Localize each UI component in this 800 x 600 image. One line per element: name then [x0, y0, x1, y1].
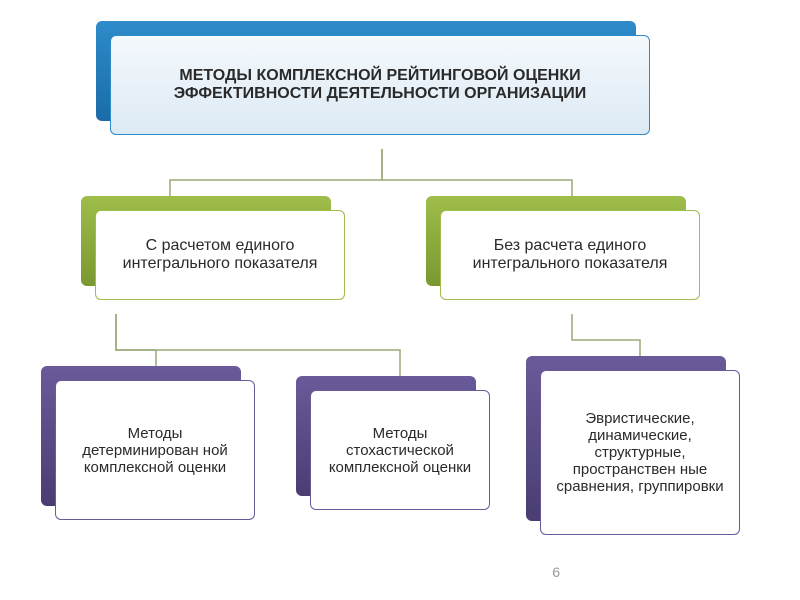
with-calc-text: С расчетом единого интегрального показат…	[110, 237, 330, 273]
stochastic-box: Методы стохастической комплексной оценки	[310, 390, 490, 510]
without-calc-box: Без расчета единого интегрального показа…	[440, 210, 700, 300]
root-node-text: МЕТОДЫ КОМПЛЕКСНОЙ РЕЙТИНГОВОЙ ОЦЕНКИ ЭФ…	[125, 67, 635, 103]
heuristic-node: Эвристические, динамические, структурные…	[526, 356, 740, 535]
without-calc-node: Без расчета единого интегрального показа…	[426, 196, 700, 300]
without-calc-text: Без расчета единого интегрального показа…	[455, 237, 685, 273]
root-node: МЕТОДЫ КОМПЛЕКСНОЙ РЕЙТИНГОВОЙ ОЦЕНКИ ЭФ…	[96, 21, 650, 135]
deterministic-node: Методы детерминирован ной комплексной оц…	[41, 366, 255, 520]
with-calc-box: С расчетом единого интегрального показат…	[95, 210, 345, 300]
stochastic-node: Методы стохастической комплексной оценки	[296, 376, 490, 510]
root-node-box: МЕТОДЫ КОМПЛЕКСНОЙ РЕЙТИНГОВОЙ ОЦЕНКИ ЭФ…	[110, 35, 650, 135]
deterministic-text: Методы детерминирован ной комплексной оц…	[70, 425, 240, 476]
org-tree-diagram: МЕТОДЫ КОМПЛЕКСНОЙ РЕЙТИНГОВОЙ ОЦЕНКИ ЭФ…	[0, 0, 800, 600]
heuristic-box: Эвристические, динамические, структурные…	[540, 370, 740, 535]
heuristic-text: Эвристические, динамические, структурные…	[555, 410, 725, 495]
page-number: 6	[552, 564, 560, 580]
stochastic-text: Методы стохастической комплексной оценки	[325, 425, 475, 476]
with-calc-node: С расчетом единого интегрального показат…	[81, 196, 345, 300]
deterministic-box: Методы детерминирован ной комплексной оц…	[55, 380, 255, 520]
